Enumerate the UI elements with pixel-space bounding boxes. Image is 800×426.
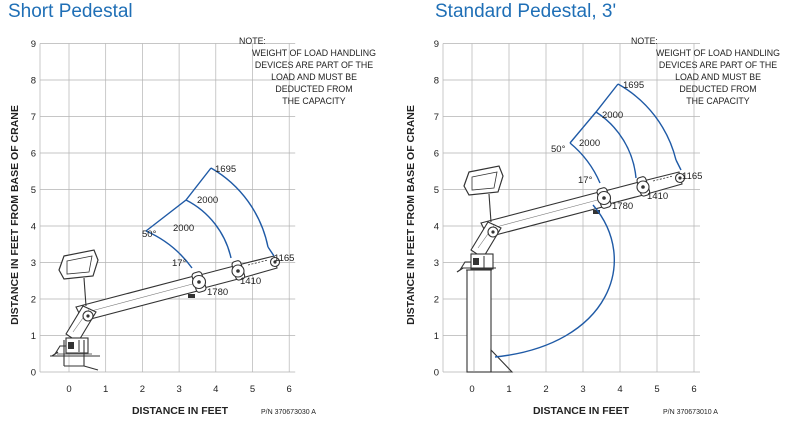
note-line: LOAD AND MUST BE: [271, 72, 357, 82]
note-line: WEIGHT OF LOAD HANDLING: [252, 48, 376, 58]
x-axis-label-right: DISTANCE IN FEET: [533, 405, 630, 417]
panel-title-standard-pedestal: Standard Pedestal, 3': [435, 1, 617, 22]
y-tick-label: 0: [434, 368, 439, 379]
part-number-left: P/N 370673030 A: [261, 409, 316, 416]
x-tick-label: 5: [250, 384, 255, 395]
note-left: NOTE: WEIGHT OF LOAD HANDLING DEVICES AR…: [239, 36, 376, 106]
capacity-label: 2000: [197, 195, 218, 206]
crane-drawing-right: [456, 165, 686, 373]
ticks-left: 0 1 2 3 4 5 6 0 1 2 3 4 5 6 7 8 9: [31, 39, 292, 395]
note-line: NOTE:: [631, 36, 658, 46]
y-tick-label: 6: [31, 149, 36, 160]
note-line: LOAD AND MUST BE: [675, 72, 761, 82]
capacity-label: 2000: [579, 138, 600, 149]
y-tick-label: 2: [31, 295, 36, 306]
grid-right: [442, 43, 700, 373]
x-tick-label: 1: [103, 384, 108, 395]
x-axis-label-left: DISTANCE IN FEET: [132, 405, 229, 417]
angle-label-17: 17°: [172, 258, 187, 269]
capacity-label: 1780: [207, 287, 228, 298]
angle-labels-left: 50° 17°: [142, 229, 187, 269]
x-tick-label: 6: [691, 384, 696, 395]
capacity-label: 1165: [682, 171, 702, 182]
angle-label-17: 17°: [578, 175, 593, 186]
standard-pedestal-chart: 0 1 2 3 4 5 6 0 1 2 3 4 5 6 7 8 9 50° 1: [405, 36, 780, 417]
y-tick-label: 9: [434, 39, 439, 50]
note-line: DEVICES ARE PART OF THE: [659, 60, 777, 70]
y-tick-label: 1: [434, 331, 439, 342]
x-tick-label: 2: [140, 384, 145, 395]
x-tick-label: 3: [176, 384, 181, 395]
note-line: DEDUCTED FROM: [679, 84, 756, 94]
capacity-labels-right: 1695 2000 2000 1780 1410 1165: [579, 80, 702, 212]
note-line: DEVICES ARE PART OF THE: [255, 60, 373, 70]
x-tick-label: 0: [469, 384, 474, 395]
x-tick-label: 4: [617, 384, 622, 395]
capacity-envelope-right: [569, 83, 682, 184]
y-tick-label: 4: [434, 222, 439, 233]
capacity-label: 1695: [215, 164, 236, 175]
note-line: WEIGHT OF LOAD HANDLING: [656, 48, 780, 58]
x-tick-label: 4: [213, 384, 218, 395]
y-tick-label: 4: [31, 222, 36, 233]
y-tick-label: 6: [434, 149, 439, 160]
y-tick-label: 1: [31, 331, 36, 342]
y-tick-label: 9: [31, 39, 36, 50]
capacity-labels-left: 1695 2000 2000 1780 1410 1165: [173, 164, 294, 298]
y-tick-label: 7: [434, 112, 439, 123]
capacity-label: 1780: [612, 201, 633, 212]
x-tick-label: 2: [543, 384, 548, 395]
note-line: DEDUCTED FROM: [275, 84, 352, 94]
x-tick-label: 1: [506, 384, 511, 395]
note-line: THE CAPACITY: [282, 96, 346, 106]
y-tick-label: 5: [31, 185, 36, 196]
note-right: NOTE: WEIGHT OF LOAD HANDLING DEVICES AR…: [631, 36, 780, 106]
angle-label-50: 50°: [551, 144, 566, 155]
capacity-label: 1165: [274, 253, 294, 264]
short-pedestal-chart: 0 1 2 3 4 5 6 0 1 2 3 4 5 6 7 8 9 50°: [9, 36, 376, 417]
x-tick-label: 6: [287, 384, 292, 395]
x-tick-label: 5: [654, 384, 659, 395]
y-axis-label-right: DISTANCE IN FEET FROM BASE OF CRANE: [405, 105, 417, 325]
note-line: NOTE:: [239, 36, 266, 46]
capacity-label: 1410: [240, 276, 261, 287]
capacity-label: 1410: [647, 191, 668, 202]
x-tick-label: 3: [580, 384, 585, 395]
y-tick-label: 0: [31, 368, 36, 379]
crane-drawing-left: [50, 249, 281, 371]
y-axis-label-left: DISTANCE IN FEET FROM BASE OF CRANE: [9, 105, 21, 325]
y-tick-label: 2: [434, 295, 439, 306]
y-tick-label: 8: [434, 76, 439, 87]
angle-labels-right: 50° 17°: [551, 144, 593, 186]
y-tick-label: 7: [31, 112, 36, 123]
panel-title-short-pedestal: Short Pedestal: [8, 1, 133, 22]
capacity-label: 2000: [602, 110, 623, 121]
y-tick-label: 5: [434, 185, 439, 196]
swing-arc-right: [494, 204, 615, 358]
capacity-label: 2000: [173, 223, 194, 234]
part-number-right: P/N 370673010 A: [663, 409, 718, 416]
y-tick-label: 3: [434, 258, 439, 269]
ticks-right: 0 1 2 3 4 5 6 0 1 2 3 4 5 6 7 8 9: [434, 39, 697, 395]
angle-label-50: 50°: [142, 229, 157, 240]
y-tick-label: 3: [31, 258, 36, 269]
note-line: THE CAPACITY: [686, 96, 750, 106]
y-tick-label: 8: [31, 76, 36, 87]
x-tick-label: 0: [66, 384, 71, 395]
capacity-envelope-left: [145, 167, 275, 269]
capacity-label: 1695: [623, 80, 644, 91]
